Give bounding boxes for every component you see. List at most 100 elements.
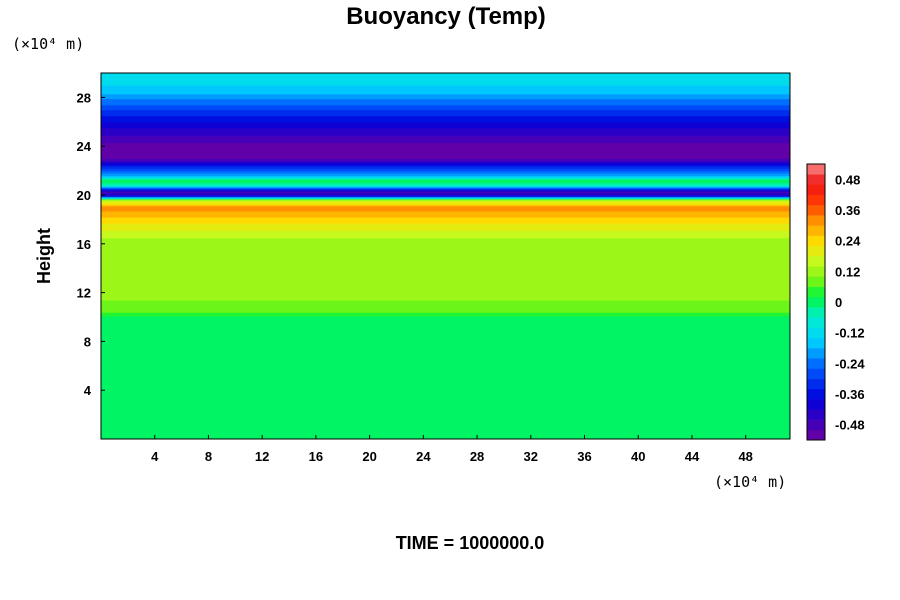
colorbar-swatch xyxy=(807,409,825,420)
heatmap-band xyxy=(101,266,790,269)
heatmap-band xyxy=(101,324,790,327)
heatmap-band xyxy=(101,146,790,149)
heatmap-band xyxy=(101,379,790,382)
heatmap-band xyxy=(101,166,790,169)
heatmap-band xyxy=(101,245,790,247)
heatmap-band xyxy=(101,215,790,218)
heatmap-band xyxy=(101,240,790,242)
heatmap-band xyxy=(101,397,790,400)
y-tick-label: 8 xyxy=(84,334,91,349)
colorbar-swatch xyxy=(807,429,825,441)
heatmap-band xyxy=(101,236,790,239)
heatmap-band xyxy=(101,430,790,433)
chart-title: Buoyancy (Temp) xyxy=(346,3,546,30)
heatmap-band xyxy=(101,292,790,295)
heatmap-band xyxy=(101,186,790,189)
heatmap-band xyxy=(101,235,790,238)
heatmap-band xyxy=(101,223,790,225)
heatmap-band xyxy=(101,337,790,340)
heatmap-band xyxy=(101,92,790,95)
heatmap-band xyxy=(101,276,790,279)
heatmap-band xyxy=(101,243,790,246)
heatmap-band xyxy=(101,252,790,255)
heatmap-band xyxy=(101,227,790,230)
heatmap-band xyxy=(101,332,790,335)
heatmap-band xyxy=(101,97,790,100)
heatmap-band xyxy=(101,195,790,197)
heatmap-band xyxy=(101,401,790,403)
colorbar-swatch xyxy=(807,276,825,287)
heatmap-band xyxy=(101,108,790,111)
heatmap-band xyxy=(101,247,790,250)
heatmap-band xyxy=(101,329,790,332)
heatmap-band xyxy=(101,87,790,90)
heatmap-band xyxy=(101,238,790,241)
colorbar-tick-label: -0.48 xyxy=(835,418,865,433)
colorbar-swatch xyxy=(807,307,825,318)
heatmap-band xyxy=(101,413,790,416)
heatmap-band xyxy=(101,113,790,116)
heatmap-band xyxy=(101,136,790,139)
heatmap-band xyxy=(101,349,790,352)
heatmap-band xyxy=(101,96,790,98)
colorbar-swatch xyxy=(807,419,825,431)
colorbar-swatch xyxy=(807,337,825,349)
heatmap-band xyxy=(101,209,790,212)
x-tick-label: 16 xyxy=(309,449,323,464)
y-tick-label: 24 xyxy=(77,139,92,154)
x-tick-label: 36 xyxy=(577,449,591,464)
heatmap-band xyxy=(101,144,790,147)
heatmap-band xyxy=(101,75,790,78)
plot-frame xyxy=(100,72,791,440)
heatmap-band xyxy=(101,93,790,96)
heatmap-band xyxy=(101,143,790,146)
heatmap-band xyxy=(101,302,790,305)
heatmap-band xyxy=(101,428,790,430)
heatmap-band xyxy=(101,367,790,369)
heatmap-band xyxy=(101,386,790,389)
heatmap-band xyxy=(101,284,790,286)
heatmap-band xyxy=(101,358,790,361)
heatmap-band xyxy=(101,148,790,151)
heatmap-band xyxy=(101,103,790,106)
heatmap-band xyxy=(101,436,790,439)
heatmap-band xyxy=(101,426,790,429)
heatmap-band xyxy=(101,115,790,118)
heatmap-band xyxy=(101,269,790,272)
heatmap-band xyxy=(101,356,790,358)
colorbar-frame xyxy=(806,163,826,441)
heatmap-band xyxy=(101,421,790,424)
heatmap-band xyxy=(101,273,790,275)
heatmap-band xyxy=(101,309,790,312)
heatmap-band xyxy=(101,387,790,390)
heatmap-band xyxy=(101,402,790,405)
heatmap-band xyxy=(101,378,790,380)
colorbar-swatch xyxy=(807,327,825,339)
heatmap-band xyxy=(101,165,790,168)
heatmap-band xyxy=(101,410,790,413)
heatmap-band xyxy=(101,435,790,438)
y-axis-ticks: 4 8 12 16 20 24 28 xyxy=(77,90,105,398)
heatmap-band xyxy=(101,264,790,267)
heatmap-band xyxy=(101,321,790,324)
heatmap-band xyxy=(101,170,790,173)
heatmap-band xyxy=(101,101,790,103)
heatmap-band xyxy=(101,85,790,88)
heatmap-band xyxy=(101,105,790,108)
colorbar-tick-label: 0.36 xyxy=(835,203,860,218)
heatmap-band xyxy=(101,184,790,186)
heatmap-band xyxy=(101,131,790,134)
colorbar-swatch xyxy=(807,215,825,226)
heatmap-band xyxy=(101,406,790,408)
heatmap-band xyxy=(101,175,790,178)
heatmap-band xyxy=(101,82,790,85)
heatmap-band xyxy=(101,429,790,432)
heatmap-band xyxy=(101,225,790,228)
heatmap-band xyxy=(101,262,790,264)
heatmap-band xyxy=(101,107,790,109)
heatmap-band xyxy=(101,126,790,129)
heatmap-band xyxy=(101,249,790,252)
heatmap-band xyxy=(101,291,790,294)
heatmap-band xyxy=(101,412,790,414)
heatmap-band xyxy=(101,248,790,251)
